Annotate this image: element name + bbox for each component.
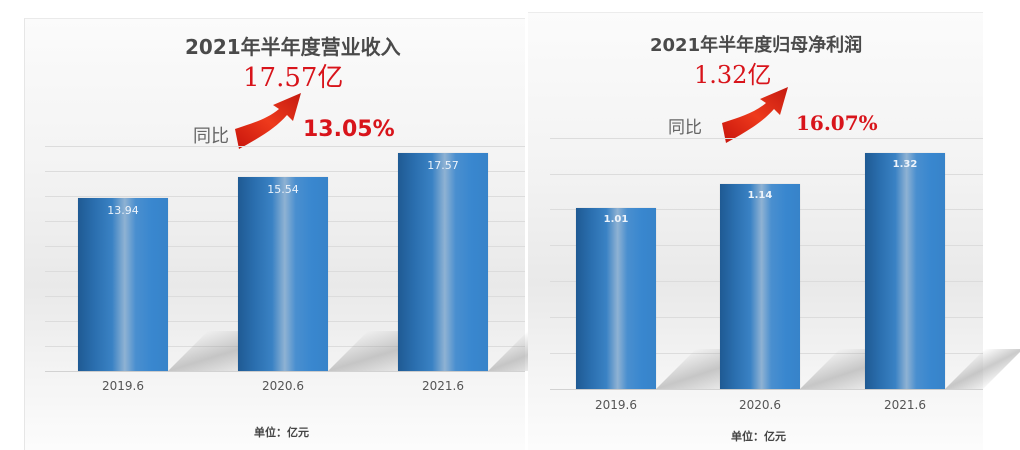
unit-label: 单位：亿元 (731, 430, 786, 443)
bar-value-label: 1.01 (603, 214, 629, 225)
grid-line (550, 174, 983, 175)
headline-value: 1.32亿 (694, 61, 772, 89)
x-tick-label: 2019.6 (595, 398, 637, 412)
yoy-value: 13.05% (303, 117, 395, 142)
bar-2019-6: 13.94 (78, 198, 168, 371)
bar-value-label: 13.94 (107, 204, 139, 217)
x-tick-label: 2021.6 (884, 398, 926, 412)
growth-arrow-icon (722, 87, 788, 143)
bar-value-label: 1.32 (892, 159, 918, 170)
net-profit-chart-panel: 2021年半年度归母净利润 1.32亿 同比 16.07% 1.01 1.14 … (528, 12, 1020, 450)
x-axis-line (550, 389, 983, 390)
yoy-label: 同比 (193, 126, 229, 147)
x-tick-label: 2021.6 (422, 379, 464, 393)
bar-value-label: 17.57 (427, 159, 459, 172)
chart-title: 2021年半年度归母净利润 (650, 35, 863, 56)
grid-line (45, 146, 525, 147)
revenue-chart-panel: 2021年半年度营业收入 17.57亿 同比 13.05% 13.94 15.5… (24, 18, 588, 450)
bar-shadow (945, 349, 1020, 389)
headline-value: 17.57亿 (243, 63, 344, 93)
bar-value-label: 15.54 (267, 183, 299, 196)
bar-2020-6: 1.14 (720, 184, 800, 389)
bar-2020-6: 15.54 (238, 177, 328, 371)
bar-value-label: 1.14 (747, 190, 773, 201)
yoy-label: 同比 (668, 118, 702, 138)
bar-2021-6: 17.57 (398, 153, 488, 371)
x-tick-label: 2020.6 (262, 379, 304, 393)
bar-2019-6: 1.01 (576, 208, 656, 389)
chart-title: 2021年半年度营业收入 (185, 35, 401, 59)
unit-label: 单位：亿元 (254, 426, 309, 439)
x-axis-line (45, 371, 525, 372)
bar-2021-6: 1.32 (865, 153, 945, 389)
x-tick-label: 2020.6 (739, 398, 781, 412)
grid-line (45, 171, 525, 172)
yoy-value: 16.07% (796, 111, 878, 135)
x-tick-label: 2019.6 (102, 379, 144, 393)
grid-line (550, 138, 983, 139)
growth-arrow-icon (235, 93, 301, 149)
